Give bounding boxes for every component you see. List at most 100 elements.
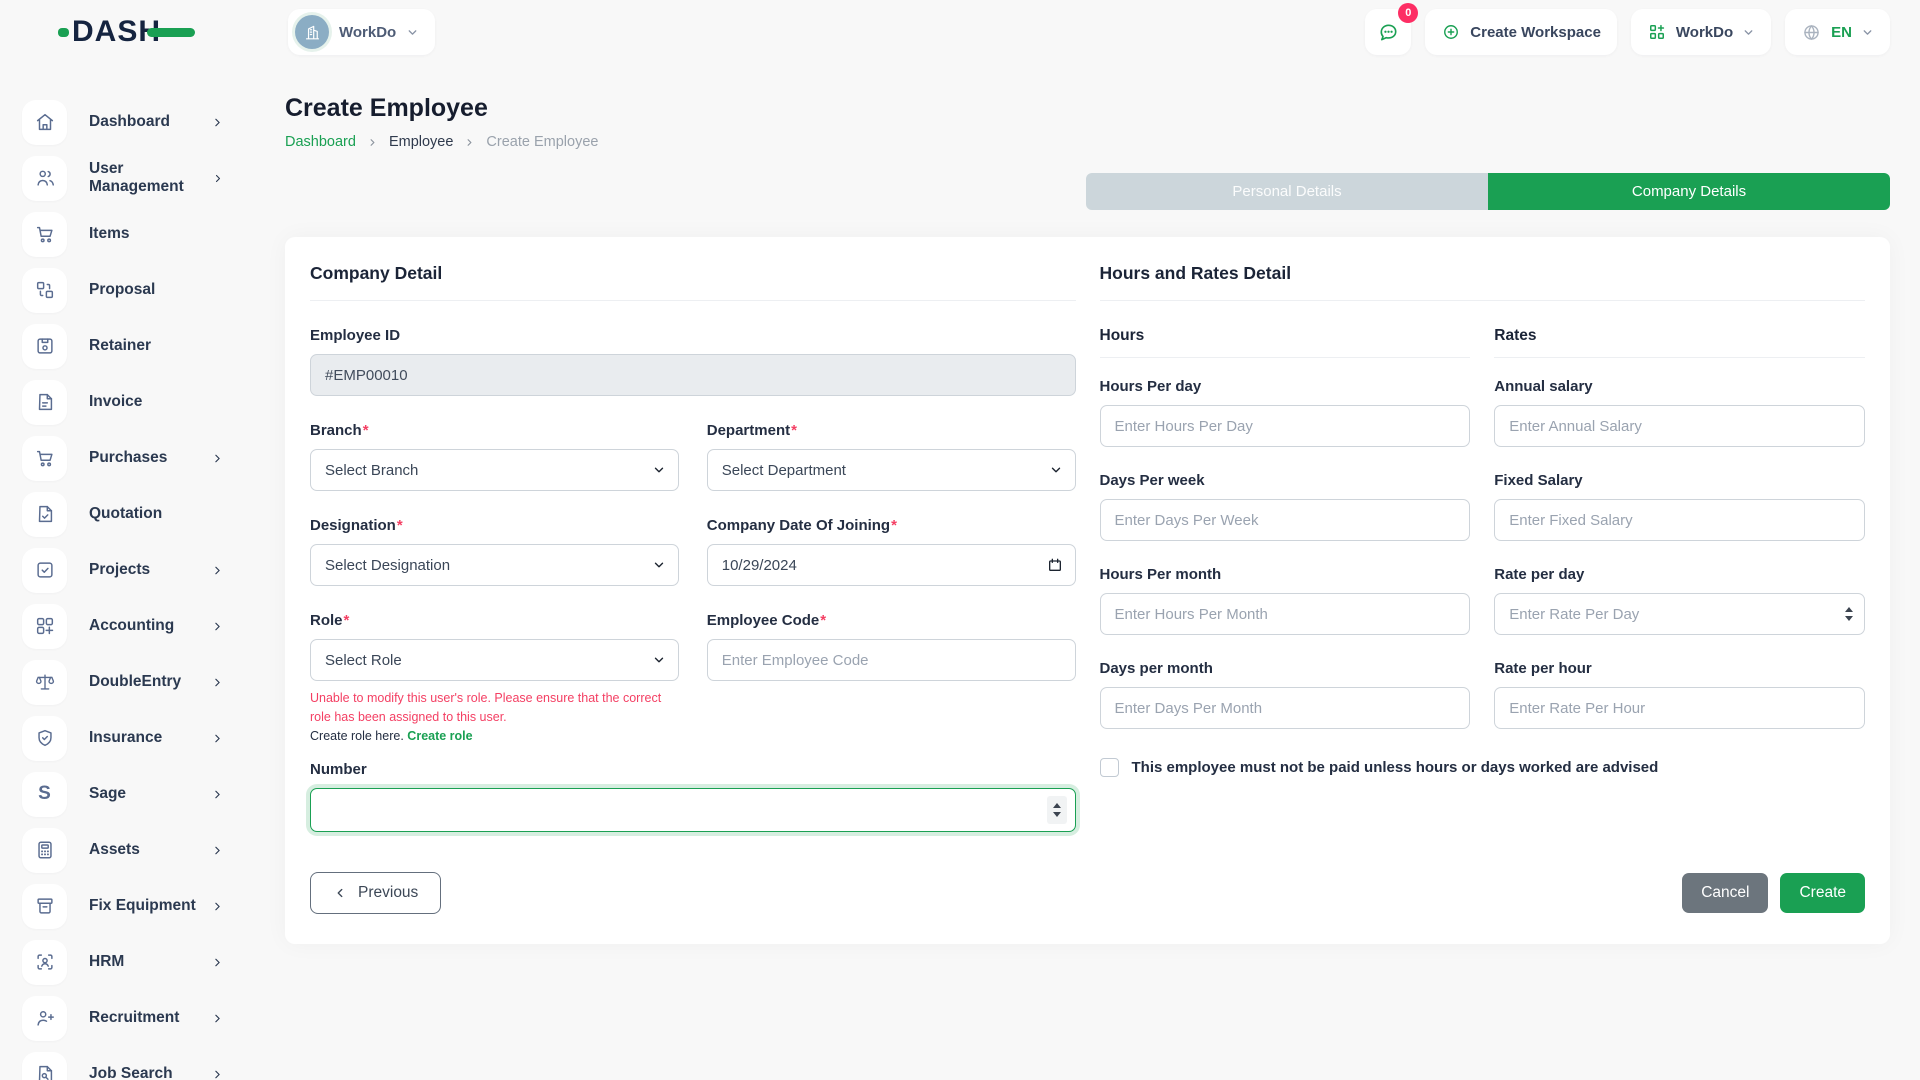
chevron-down-icon: [1744, 29, 1753, 35]
sidebar-item-quotation[interactable]: Quotation: [0, 486, 258, 542]
rate-per-hour-input[interactable]: [1494, 687, 1865, 729]
annual-salary-field: Annual salary: [1494, 378, 1865, 447]
messages-badge: 0: [1398, 3, 1419, 23]
company-detail-section: Company Detail Employee ID #EMP00010 Bra…: [310, 263, 1076, 832]
branch-select[interactable]: Select Branch: [310, 449, 679, 491]
create-workspace-label: Create Workspace: [1470, 23, 1601, 41]
brand-logo[interactable]: DASH: [58, 15, 288, 49]
app-switcher[interactable]: WorkDo: [1630, 9, 1772, 55]
chevron-right-icon: [215, 846, 220, 854]
fixed-salary-field: Fixed Salary: [1494, 472, 1865, 541]
sidebar-item-dashboard[interactable]: Dashboard: [0, 94, 258, 150]
required-mark: *: [791, 422, 797, 439]
rate-per-day-input[interactable]: [1494, 593, 1865, 635]
sidebar-item-doubleentry[interactable]: DoubleEntry: [0, 654, 258, 710]
sidebar-item-user-management[interactable]: User Management: [0, 150, 258, 206]
spinner-down-icon[interactable]: [1845, 616, 1853, 621]
previous-button[interactable]: Previous: [310, 871, 442, 914]
chevron-right-icon: [467, 138, 472, 146]
days-per-week-field: Days Per week: [1099, 472, 1471, 541]
sidebar-item-sage[interactable]: S Sage: [0, 766, 258, 822]
language-selector[interactable]: EN: [1785, 9, 1890, 55]
role-select[interactable]: Select Role: [310, 639, 679, 681]
user-scan-icon: [22, 939, 67, 985]
archive-icon: [22, 883, 67, 929]
sidebar-item-purchases[interactable]: Purchases: [0, 430, 258, 486]
file-text-icon: [22, 379, 67, 425]
chevron-right-icon: [215, 958, 220, 966]
calendar-icon: [1048, 558, 1061, 571]
sidebar-item-items[interactable]: Items: [0, 206, 258, 262]
language-label: EN: [1831, 23, 1852, 41]
designation-select[interactable]: Select Designation: [310, 544, 679, 586]
form-footer: Previous Cancel Create: [310, 871, 1865, 914]
sidebar-item-fix-equipment[interactable]: Fix Equipment: [0, 878, 258, 934]
spinner-up-icon[interactable]: [1052, 802, 1061, 808]
breadcrumb: Dashboard Employee Create Employee: [285, 134, 1890, 150]
joining-date-label: Company Date Of Joining: [706, 517, 891, 534]
spinner-down-icon[interactable]: [1052, 811, 1061, 817]
days-per-week-input[interactable]: [1099, 499, 1471, 541]
sidebar-item-assets[interactable]: Assets: [0, 822, 258, 878]
employee-id-field: Employee ID #EMP00010: [310, 327, 1076, 396]
number-spinner[interactable]: [1046, 795, 1067, 824]
rate-per-day-label: Rate per day: [1494, 566, 1585, 583]
grid-plus-icon: [22, 603, 67, 649]
joining-date-input[interactable]: 10/29/2024: [706, 544, 1076, 586]
employee-code-input[interactable]: [706, 639, 1076, 681]
hours-per-month-input[interactable]: [1099, 593, 1471, 635]
users-icon: [22, 155, 67, 201]
days-per-month-input[interactable]: [1099, 687, 1471, 729]
chevron-right-icon: [215, 118, 220, 126]
workspace-switcher[interactable]: WorkDo: [288, 9, 436, 55]
sidebar-item-invoice[interactable]: Invoice: [0, 374, 258, 430]
wizard-tabs: Personal Details Company Details: [285, 173, 1890, 210]
department-label: Department: [706, 422, 791, 439]
square-check-icon: [22, 547, 67, 593]
spinner-up-icon[interactable]: [1845, 607, 1853, 612]
rate-per-day-spinner[interactable]: [1845, 607, 1853, 621]
fixed-salary-input[interactable]: [1494, 499, 1865, 541]
sidebar-item-hrm[interactable]: HRM: [0, 934, 258, 990]
annual-salary-input[interactable]: [1494, 405, 1865, 447]
sidebar-item-recruitment[interactable]: Recruitment: [0, 990, 258, 1046]
grid-plus-icon: [1649, 24, 1665, 39]
sidebar-item-accounting[interactable]: Accounting: [0, 598, 258, 654]
chevron-right-icon: [215, 734, 220, 742]
hours-per-day-input[interactable]: [1099, 405, 1471, 447]
scale-icon: [22, 659, 67, 705]
joining-date-field: Company Date Of Joining* 10/29/2024: [706, 517, 1076, 586]
department-select[interactable]: Select Department: [706, 449, 1076, 491]
create-button[interactable]: Create: [1780, 872, 1865, 913]
sidebar-item-insurance[interactable]: Insurance: [0, 710, 258, 766]
chevron-down-icon: [654, 467, 663, 473]
breadcrumb-employee[interactable]: Employee: [388, 134, 454, 150]
sidebar-item-retainer[interactable]: Retainer: [0, 318, 258, 374]
create-role-link[interactable]: Create role: [407, 728, 473, 743]
chevron-right-icon: [215, 622, 220, 630]
required-mark: *: [891, 517, 897, 534]
number-field: Number: [310, 761, 1076, 832]
breadcrumb-dashboard[interactable]: Dashboard: [285, 134, 356, 150]
number-input[interactable]: [310, 787, 1076, 832]
no-pay-checkbox-label: This employee must not be paid unless ho…: [1131, 759, 1659, 776]
sidebar: Dashboard User Management Items Proposal…: [0, 64, 258, 1080]
chevron-right-icon: [215, 902, 220, 910]
calculator-icon: [22, 827, 67, 873]
employee-code-field: Employee Code*: [706, 612, 1076, 681]
home-icon: [22, 99, 67, 145]
tab-personal-details[interactable]: Personal Details: [1086, 173, 1488, 210]
sidebar-item-projects[interactable]: Projects: [0, 542, 258, 598]
create-workspace-button[interactable]: Create Workspace: [1425, 9, 1617, 55]
annual-salary-label: Annual salary: [1494, 378, 1593, 395]
required-mark: *: [396, 517, 403, 534]
tab-company-details[interactable]: Company Details: [1488, 173, 1890, 210]
sidebar-item-proposal[interactable]: Proposal: [0, 262, 258, 318]
chevron-down-icon: [654, 562, 663, 568]
chevron-right-icon: [370, 138, 375, 146]
company-detail-heading: Company Detail: [310, 263, 1076, 301]
sidebar-item-job-search[interactable]: Job Search: [0, 1046, 258, 1080]
cancel-button[interactable]: Cancel: [1682, 872, 1769, 913]
messages-button[interactable]: 0: [1365, 3, 1419, 55]
no-pay-checkbox[interactable]: [1099, 758, 1119, 777]
